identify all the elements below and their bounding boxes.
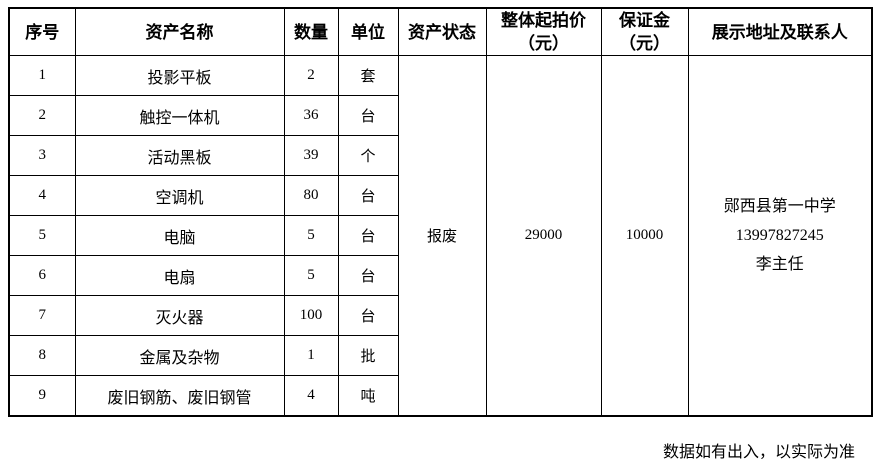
table-row: 1 投影平板 2 套 报废 29000 10000 郧西县第一中学 139978…	[8, 55, 873, 417]
table-row: 9 废旧钢筋、废旧钢管 4 吨	[8, 375, 872, 417]
cell-unit: 台	[337, 215, 399, 256]
status-cell: 报废	[397, 55, 487, 417]
cell-unit: 个	[337, 135, 399, 176]
price-cell: 29000	[485, 55, 602, 417]
header-cell-price: 整体起拍价 （元）	[485, 7, 602, 56]
cell-name: 电脑	[74, 215, 285, 256]
deposit-cell: 10000	[600, 55, 689, 417]
cell-name: 废旧钢筋、废旧钢管	[74, 375, 285, 417]
header-cell-qty: 数量	[283, 7, 339, 56]
cell-no: 4	[8, 175, 76, 216]
cell-no: 7	[8, 295, 76, 336]
cell-qty: 4	[283, 375, 339, 417]
cell-no: 2	[8, 95, 76, 136]
disclaimer-note: 数据如有出入，以实际为准	[662, 444, 855, 461]
table-row: 7 灭火器 100 台	[8, 295, 872, 336]
cell-qty: 39	[283, 135, 339, 176]
cell-qty: 100	[283, 295, 339, 336]
cell-no: 5	[8, 215, 76, 256]
cell-name: 金属及杂物	[74, 335, 285, 376]
table-row: 3 活动黑板 39 个	[8, 135, 872, 176]
cell-unit: 台	[337, 255, 399, 296]
table-row: 2 触控一体机 36 台	[8, 95, 872, 136]
cell-qty: 5	[283, 215, 339, 256]
cell-name: 空调机	[74, 175, 285, 216]
cell-unit: 台	[337, 295, 399, 336]
cell-unit: 套	[337, 55, 399, 96]
cell-qty: 36	[283, 95, 339, 136]
cell-name: 触控一体机	[74, 95, 285, 136]
cell-no: 8	[8, 335, 76, 376]
asset-table: 序号 资产名称 数量 单位 资产状态 整体起拍价 （元） 保证金 （元） 展示地…	[8, 7, 873, 417]
cell-no: 3	[8, 135, 76, 176]
cell-no: 1	[8, 55, 76, 96]
cell-name: 投影平板	[74, 55, 285, 96]
cell-no: 6	[8, 255, 76, 296]
cell-qty: 5	[283, 255, 339, 296]
cell-name: 电扇	[74, 255, 285, 296]
contact-cell: 郧西县第一中学 13997827245 李主任	[687, 55, 873, 417]
cell-unit: 台	[337, 95, 399, 136]
cell-name: 活动黑板	[74, 135, 285, 176]
header-cell-no: 序号	[8, 7, 76, 56]
header-cell-status: 资产状态	[397, 7, 487, 56]
cell-unit: 批	[337, 335, 399, 376]
cell-unit: 吨	[337, 375, 399, 417]
cell-unit: 台	[337, 175, 399, 216]
table-row: 8 金属及杂物 1 批	[8, 335, 872, 376]
cell-name: 灭火器	[74, 295, 285, 336]
header-row: 序号 资产名称 数量 单位 资产状态 整体起拍价 （元） 保证金 （元） 展示地…	[8, 7, 873, 56]
cell-qty: 80	[283, 175, 339, 216]
header-cell-name: 资产名称	[74, 7, 285, 56]
cell-qty: 1	[283, 335, 339, 376]
cell-qty: 2	[283, 55, 339, 96]
table-row: 4 空调机 80 台	[8, 175, 872, 216]
cell-no: 9	[8, 375, 76, 417]
header-cell-deposit: 保证金 （元）	[600, 7, 689, 56]
header-cell-unit: 单位	[337, 7, 399, 56]
header-cell-contact: 展示地址及联系人	[687, 7, 873, 56]
